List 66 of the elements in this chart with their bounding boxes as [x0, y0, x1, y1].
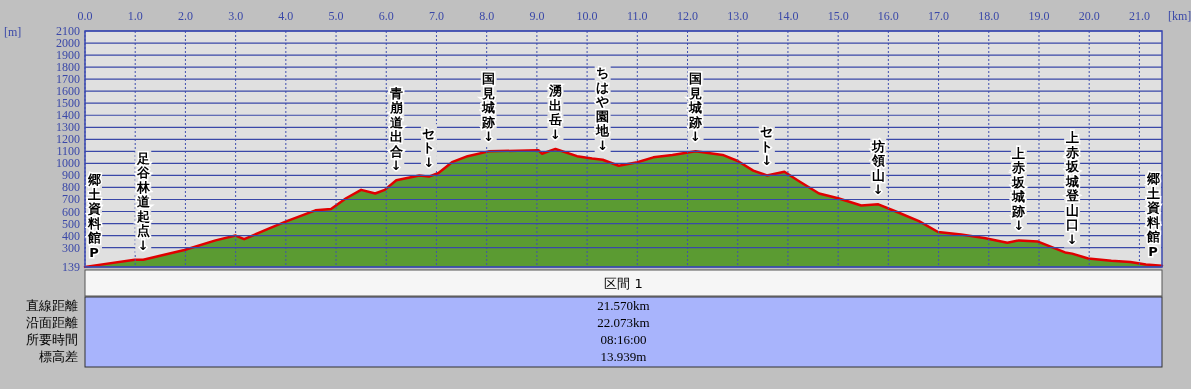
x-tick-label: 9.0 [529, 9, 545, 23]
x-tick-label: 11.0 [627, 9, 648, 23]
y-tick-label: 1500 [56, 96, 80, 111]
y-tick-label: 1600 [56, 84, 80, 99]
y-tick-label: 1900 [56, 48, 80, 63]
x-tick-label: 15.0 [827, 9, 849, 23]
y-tick-label: 1100 [56, 144, 80, 159]
x-tick-label: 8.0 [479, 9, 495, 23]
annotation: セト↓ [760, 124, 774, 169]
x-tick-label: 10.0 [576, 9, 598, 23]
annotation: 郷土資料館P [86, 172, 101, 260]
annotation: 足谷林道起点↓ [135, 150, 151, 253]
annotation: 国見城跡↓ [688, 71, 703, 145]
annotation: 湧出岳↓ [547, 83, 562, 142]
x-tick-label: 6.0 [378, 9, 394, 23]
y-tick-label: 2000 [56, 36, 80, 51]
x-tick-label: 3.0 [228, 9, 244, 23]
annotation: 国見城跡↓ [481, 71, 496, 145]
annotation: 坊領山↓ [870, 138, 885, 198]
x-tick-label: 12.0 [677, 9, 699, 23]
x-tick-label: 0.0 [77, 9, 93, 23]
text: 21.570km [597, 298, 650, 313]
y-tick-label: 2100 [56, 24, 80, 38]
annotation: 上赤坂城登山口↓ [1064, 130, 1080, 247]
y-tick-label: 500 [62, 216, 80, 231]
x-tick-label: 2.0 [177, 9, 193, 23]
y-tick-label: 1000 [56, 156, 80, 171]
y-tick-label: 1300 [56, 120, 80, 135]
y-axis-title: [m] [4, 25, 22, 39]
y-tick-label: 800 [62, 180, 80, 195]
y-tick-label: 700 [62, 192, 80, 207]
x-tick-label: 20.0 [1078, 9, 1100, 23]
x-tick-label: 5.0 [328, 9, 344, 23]
annotation: 青崩道出合↓ [388, 85, 404, 174]
x-tick-label: 13.0 [727, 9, 749, 23]
text: 直線距離 [26, 298, 78, 313]
annotation: セト↓ [422, 125, 436, 170]
text: 区間 1 [604, 276, 643, 291]
text: 22.073km [597, 315, 650, 330]
y-tick-label: 900 [62, 168, 80, 183]
y-tick-label: 400 [62, 228, 80, 243]
annotation: 上赤坂城跡↓ [1011, 145, 1027, 234]
y-tick-label: 600 [62, 204, 80, 219]
text: 沿面距離 [26, 315, 78, 330]
y-tick-label: 1200 [56, 132, 80, 147]
x-tick-label: 21.0 [1128, 9, 1150, 23]
annotation: ちはや園地↓ [595, 65, 611, 153]
x-tick-label: 4.0 [278, 9, 294, 23]
x-tick-label: 19.0 [1028, 9, 1050, 23]
x-tick-label: 17.0 [928, 9, 950, 23]
x-axis-title: [km] [1168, 9, 1191, 23]
text: 所要時間 [26, 332, 78, 347]
y-tick-label: 139 [62, 260, 80, 274]
x-tick-label: 1.0 [127, 9, 143, 23]
x-tick-label: 14.0 [777, 9, 799, 23]
annotation: 郷土資料館P [1145, 171, 1160, 259]
text: 標高差 [39, 349, 78, 364]
text: 13.939m [600, 349, 647, 364]
x-tick-label: 16.0 [877, 9, 899, 23]
y-tick-label: 1400 [56, 108, 80, 123]
y-tick-label: 1700 [56, 72, 80, 87]
y-tick-label: 300 [62, 240, 80, 255]
text: 08:16:00 [600, 332, 647, 347]
x-tick-label: 18.0 [978, 9, 1000, 23]
x-tick-label: 7.0 [428, 9, 444, 23]
y-tick-label: 1800 [56, 60, 80, 75]
